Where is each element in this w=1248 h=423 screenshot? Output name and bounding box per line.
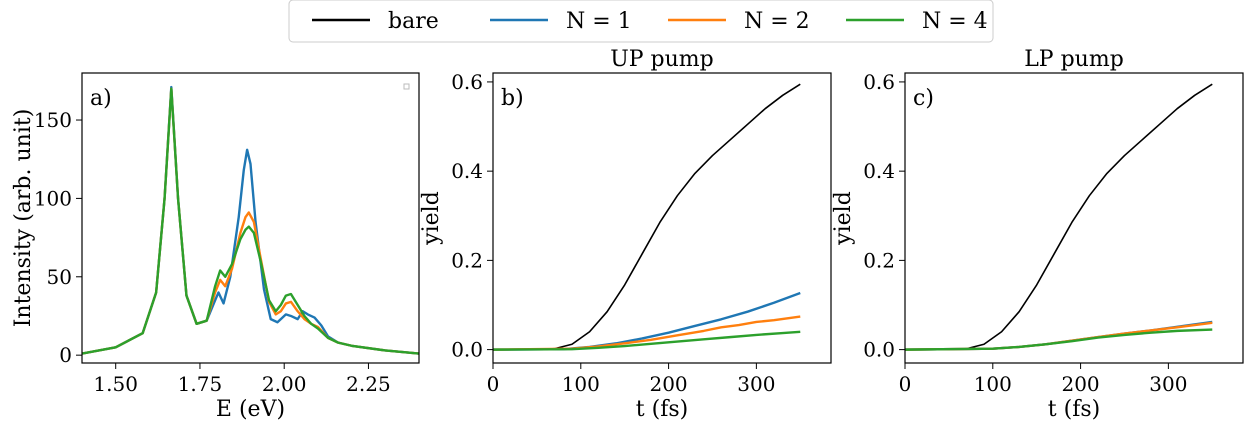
- y-tick-label: 50: [47, 265, 72, 289]
- panel-1: 1.50 1.75 2.00 2.25 0 50 100 150 E (eV) Intensity…: [11, 72, 420, 422]
- x-tick-label: 100: [562, 372, 600, 396]
- x-axis-label: t (fs): [636, 397, 688, 422]
- x-axis-label: t (fs): [1048, 397, 1100, 422]
- series-line: [82, 87, 419, 355]
- y-tick-label: 0.0: [451, 338, 483, 362]
- x-tick-label: 0: [899, 372, 912, 396]
- x-tick-label: 1.75: [178, 372, 223, 396]
- legend-label: bare: [388, 9, 439, 34]
- x-tick-label: 200: [1061, 372, 1099, 396]
- panels: 1.50 1.75 2.00 2.25 0 50 100 150 E (eV) Intensity…: [11, 47, 1244, 422]
- y-axis-label: yield: [831, 191, 856, 246]
- panel-label: b): [501, 86, 524, 111]
- series-line: [493, 330, 801, 351]
- axes-frame: [492, 72, 832, 364]
- legend-frame: [288, 0, 994, 43]
- legend-label: N = 1: [566, 9, 632, 34]
- y-tick-label: 0.4: [451, 159, 483, 183]
- panel-title: UP pump: [610, 47, 714, 72]
- panel-label: c): [913, 86, 934, 111]
- axes-frame: [904, 72, 1244, 364]
- x-tick-label: 2.25: [346, 372, 391, 396]
- x-axis-label: E (eV): [216, 397, 285, 422]
- series-line: [905, 83, 1213, 351]
- x-tick-label: 200: [649, 372, 687, 396]
- panel-2: 0 100 200 300 0.0 0.2 0.4 0.6 t (fs) yield UP pump…: [419, 47, 832, 422]
- panel-title: LP pump: [1024, 47, 1124, 72]
- series-line: [82, 85, 419, 355]
- y-tick-label: 0.6: [451, 70, 483, 94]
- x-tick-label: 100: [974, 372, 1012, 396]
- legend-label: N = 4: [922, 9, 988, 34]
- y-tick-label: 0.2: [451, 248, 483, 272]
- legend: bare N = 1 N = 2 N = 4: [288, 0, 994, 43]
- series-line: [82, 87, 419, 355]
- y-tick-label: 0.4: [863, 159, 895, 183]
- y-tick-label: 150: [34, 108, 72, 132]
- panel-3: 0 100 200 300 0.0 0.2 0.4 0.6 t (fs) yield LP pump…: [831, 47, 1244, 422]
- series-line: [905, 328, 1213, 351]
- x-tick-label: 300: [1149, 372, 1187, 396]
- series-line: [493, 83, 801, 351]
- y-tick-label: 100: [34, 186, 72, 210]
- axes-frame: [81, 72, 420, 364]
- y-axis-label: Intensity (arb. unit): [11, 109, 36, 328]
- y-tick-label: 0.2: [863, 248, 895, 272]
- y-tick-label: 0: [59, 343, 72, 367]
- y-axis-label: yield: [419, 191, 444, 246]
- series-line: [905, 321, 1213, 351]
- panel-label: a): [90, 86, 112, 111]
- x-tick-label: 2.00: [262, 372, 307, 396]
- y-tick-label: 0.6: [863, 70, 895, 94]
- empty-legend-marker: [403, 83, 410, 90]
- legend-label: N = 2: [744, 9, 810, 34]
- x-tick-label: 0: [487, 372, 500, 396]
- series-line: [905, 320, 1213, 351]
- x-tick-label: 1.50: [93, 372, 138, 396]
- x-tick-label: 300: [737, 372, 775, 396]
- y-tick-label: 0.0: [863, 338, 895, 362]
